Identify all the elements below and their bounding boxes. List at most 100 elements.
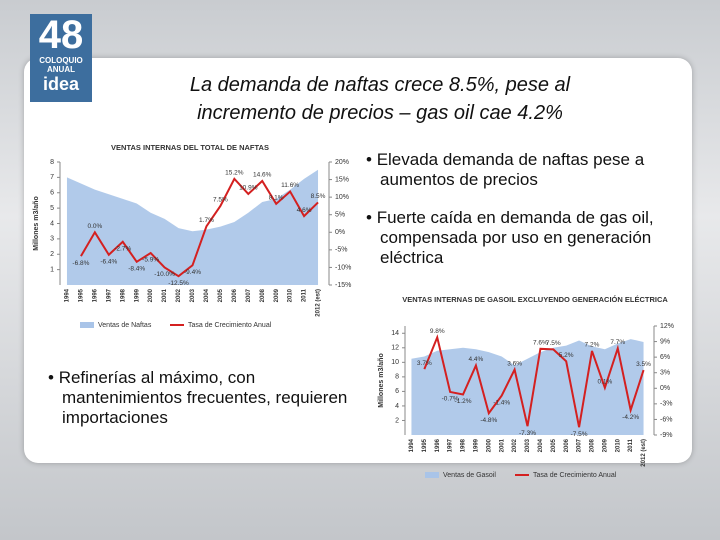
legend-label: Ventas de Naftas <box>98 322 152 329</box>
data-label: -4.2% <box>622 414 639 421</box>
data-label: 0.0% <box>87 223 102 230</box>
y-tick-label: 4 <box>395 403 399 410</box>
logo: 48 COLOQUIO ANUAL idea <box>30 14 92 102</box>
y-tick-label: 6 <box>50 190 54 197</box>
data-label: 10.9% <box>239 185 258 192</box>
data-label: 14.6% <box>253 172 272 179</box>
data-label: 3.5% <box>636 361 651 368</box>
data-label: 7.7% <box>610 339 625 346</box>
legend-label: Tasa de Crecimiento Anual <box>533 472 617 479</box>
y-tick-label: 12 <box>391 345 399 352</box>
growth-line <box>80 177 319 278</box>
data-label: -2.7% <box>114 245 131 252</box>
x-tick-label: 2004 <box>204 288 210 302</box>
y-tick-label: 8 <box>395 374 399 381</box>
x-tick-label: 2006 <box>564 438 570 452</box>
area <box>66 169 319 285</box>
data-label: 1.7% <box>199 217 214 224</box>
x-tick-label: 1994 <box>409 438 415 452</box>
x-tick-label: 1998 <box>120 288 126 302</box>
data-label: -12.5% <box>168 280 189 287</box>
x-tick-label: 2011 <box>302 288 308 302</box>
logo-line: COLOQUIO <box>39 56 83 65</box>
x-tick-label: 2007 <box>246 288 252 302</box>
x-tick-label: 2011 <box>628 438 634 452</box>
y2-tick-label: 15% <box>335 176 349 183</box>
x-tick-label: 1999 <box>134 288 140 302</box>
y2-tick-label: 0% <box>335 229 345 236</box>
legend-swatch <box>80 322 94 328</box>
y-tick-label: 8 <box>50 159 54 166</box>
data-label: 7.6% <box>533 340 548 347</box>
data-label: 0.1% <box>597 378 612 385</box>
data-label: -6.8% <box>72 260 89 267</box>
y-tick-label: 14 <box>391 330 399 337</box>
data-label: 7.2% <box>585 342 600 349</box>
y2-tick-label: 6% <box>660 354 670 361</box>
x-tick-label: 2005 <box>551 438 557 452</box>
x-tick-label: 1999 <box>473 438 479 452</box>
data-label: -0.7% <box>442 396 459 403</box>
growth-line <box>423 334 645 428</box>
y2-tick-label: -5% <box>335 247 347 254</box>
data-label: 7.5% <box>213 197 228 204</box>
y-axis-label: Millones m3/año <box>33 196 40 250</box>
y-tick-label: 4 <box>50 220 54 227</box>
x-tick-label: 2005 <box>218 288 224 302</box>
legend-swatch <box>425 472 439 478</box>
data-label: -10.0% <box>154 271 175 278</box>
y2-tick-label: 9% <box>660 338 670 345</box>
x-tick-label: 2007 <box>577 438 583 452</box>
y2-tick-label: -3% <box>660 401 672 408</box>
bullet: Fuerte caída en demanda de gas oil, comp… <box>366 208 680 268</box>
x-tick-label: 2008 <box>260 288 266 302</box>
bullet: Refinerías al máximo, con mantenimientos… <box>48 368 362 428</box>
x-tick-label: 1994 <box>65 288 71 302</box>
data-label: -5.9% <box>142 257 159 264</box>
data-label: 8.5% <box>311 193 326 200</box>
logo-number: 48 <box>38 13 84 57</box>
data-label: 8.1% <box>269 195 284 202</box>
x-tick-label: 1995 <box>422 438 428 452</box>
y2-tick-label: 3% <box>660 370 670 377</box>
data-label: -6.4% <box>100 258 117 265</box>
x-tick-label: 2006 <box>232 288 238 302</box>
legend-label: Ventas de Gasoil <box>443 472 496 479</box>
x-tick-label: 2010 <box>615 438 621 452</box>
data-label: -4.8% <box>480 417 497 424</box>
x-tick-label: 2012 (est) <box>641 439 647 467</box>
data-label: 4.4% <box>469 356 484 363</box>
x-tick-label: 2000 <box>148 288 154 302</box>
logo-brand: idea <box>42 74 80 94</box>
legend-label: Tasa de Crecimiento Anual <box>188 322 272 329</box>
chart-title: VENTAS INTERNAS DE GASOIL EXCLUYENDO GEN… <box>402 295 668 304</box>
x-tick-label: 1997 <box>106 288 112 302</box>
x-tick-label: 2010 <box>288 288 294 302</box>
y-tick-label: 5 <box>50 205 54 212</box>
data-label: 5.2% <box>559 352 574 359</box>
x-tick-label: 2004 <box>538 438 544 452</box>
data-label: 3.6% <box>507 360 522 367</box>
y2-tick-label: -10% <box>335 264 351 271</box>
title: La demanda de naftas crece 8.5%, pese al <box>189 74 571 96</box>
y-tick-label: 2 <box>50 251 54 258</box>
bullet: Elevada demanda de naftas pese a aumento… <box>366 150 680 190</box>
x-tick-label: 2008 <box>590 438 596 452</box>
y2-tick-label: 0% <box>660 385 670 392</box>
data-label: 7.5% <box>546 340 561 347</box>
data-label: 9.8% <box>430 328 445 335</box>
data-label: -1.4% <box>493 399 510 406</box>
y-tick-label: 2 <box>395 417 399 424</box>
data-label: -7.5% <box>571 431 588 438</box>
data-label: -1.2% <box>455 398 472 405</box>
x-tick-label: 2003 <box>525 438 531 452</box>
y2-tick-label: -6% <box>660 416 672 423</box>
data-label: 4.6% <box>297 207 312 214</box>
x-tick-label: 2001 <box>162 288 168 302</box>
data-label: 15.2% <box>225 170 244 177</box>
x-tick-label: 1997 <box>448 438 454 452</box>
x-tick-label: 2002 <box>512 438 518 452</box>
y2-tick-label: 12% <box>660 323 674 330</box>
